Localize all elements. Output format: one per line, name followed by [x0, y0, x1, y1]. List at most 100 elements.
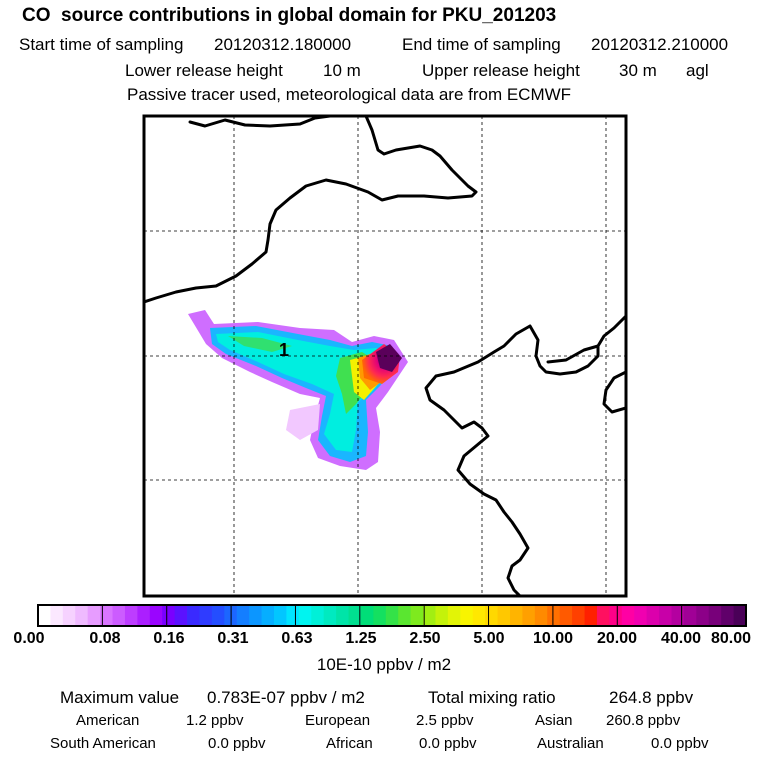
colorbar-swatch [497, 605, 511, 626]
colorbar-swatch [137, 605, 151, 626]
region-value: 0.0 ppbv [651, 735, 709, 752]
colorbar-label: 20.00 [596, 630, 638, 647]
region-name: African [326, 735, 373, 752]
colorbar-swatch [572, 605, 585, 626]
plume-faint [286, 404, 320, 440]
colorbar-swatch [646, 605, 660, 626]
colorbar-swatch [286, 605, 300, 626]
colorbar-swatch [323, 605, 337, 626]
colorbar-swatch [311, 605, 325, 626]
northern-border [188, 116, 332, 128]
colorbar-frame [37, 604, 747, 627]
colorbar-label: 80.00 [710, 630, 752, 647]
colorbar-swatch [522, 605, 536, 626]
colorbar-swatch [696, 605, 710, 626]
liaodong-peninsula [602, 370, 626, 414]
colorbar-swatch [174, 605, 188, 626]
receptor-marker: 1 [279, 340, 289, 360]
colorbar-label: 2.50 [409, 630, 441, 647]
colorbar-unit: 10E-10 ppbv / m2 [316, 655, 452, 674]
colorbar-swatch [683, 605, 697, 626]
colorbar-swatch [124, 605, 138, 626]
region-name: Australian [537, 735, 604, 752]
colorbar-swatch [435, 605, 449, 626]
region-value: 0.0 ppbv [419, 735, 477, 752]
coastlines [144, 116, 626, 596]
map-title: CO source contributions in global domain… [22, 5, 557, 26]
lower-height-label: Lower release height [125, 61, 283, 80]
colorbar-label: 0.31 [217, 630, 249, 647]
colorbar-swatch [360, 605, 374, 626]
end-time-value: 20120312.210000 [591, 35, 729, 54]
colorbar-swatch [609, 605, 623, 626]
colorbar-label: 40.00 [660, 630, 702, 647]
region-value: 0.0 ppbv [208, 735, 266, 752]
colorbar-label: 1.25 [345, 630, 377, 647]
region-name: South American [50, 735, 156, 752]
upper-height-label: Upper release height [422, 61, 580, 80]
colorbar-swatch [671, 605, 685, 626]
start-time-label: Start time of sampling [19, 35, 184, 54]
colorbar-swatch [584, 605, 598, 626]
colorbar-swatch [112, 605, 126, 626]
colorbar-swatch [659, 605, 672, 626]
colorbar-swatch [75, 605, 89, 626]
colorbar-swatch [398, 605, 412, 626]
colorbar-swatch [472, 605, 486, 626]
colorbar-swatch [336, 605, 349, 626]
plume-green [228, 336, 292, 352]
region-value: 1.2 ppbv [186, 712, 244, 729]
colorbar-swatch [721, 605, 734, 626]
colorbar-swatch [298, 605, 312, 626]
colorbar-label: 10.00 [532, 630, 574, 647]
colorbar-swatch [423, 605, 436, 626]
colorbar-swatch [708, 605, 722, 626]
total-mixing-label: Total mixing ratio [428, 688, 556, 707]
colorbar-swatch [348, 605, 362, 626]
colorbar-swatch [100, 605, 113, 626]
colorbar-swatch [621, 605, 635, 626]
tracer-note: Passive tracer used, meteorological data… [127, 85, 572, 104]
colorbar-swatch [274, 605, 287, 626]
shandong-tip [546, 344, 600, 364]
mongolia-border [144, 116, 478, 304]
colorbar-swatch [733, 605, 747, 626]
colorbar-swatch [559, 605, 573, 626]
map-frame [142, 114, 628, 598]
region-name: European [305, 712, 371, 729]
colorbar-swatch [38, 605, 51, 626]
colorbar-label: 0.08 [89, 630, 121, 647]
colorbar [37, 604, 747, 627]
region-name: Asian [535, 712, 573, 729]
colorbar-swatch [460, 605, 474, 626]
region-value: 260.8 ppbv [606, 712, 681, 729]
agl-label: agl [686, 61, 709, 80]
start-time-value: 20120312.180000 [214, 35, 352, 54]
colorbar-swatch [447, 605, 461, 626]
max-value-label: Maximum value [60, 688, 180, 707]
colorbar-swatch [534, 605, 548, 626]
total-mixing-value: 264.8 ppbv [609, 688, 694, 707]
plume-layer [188, 310, 408, 470]
lower-height-value: 10 m [323, 61, 361, 80]
colorbar-swatch [261, 605, 275, 626]
colorbar-label: 5.00 [473, 630, 505, 647]
colorbar-swatch [547, 605, 561, 626]
colorbar-swatch [249, 605, 262, 626]
colorbar-swatch [50, 605, 64, 626]
colorbar-swatch [211, 605, 225, 626]
upper-height-value: 30 m [619, 61, 657, 80]
grid-lines [144, 116, 626, 596]
max-value: 0.783E-07 ppbv / m2 [207, 688, 365, 707]
colorbar-label: 0.63 [281, 630, 313, 647]
colorbar-swatch [634, 605, 648, 626]
colorbar-label: 0.00 [13, 630, 45, 647]
colorbar-swatch [385, 605, 399, 626]
colorbar-swatch [510, 605, 523, 626]
colorbar-label: 0.16 [153, 630, 185, 647]
colorbar-swatch [87, 605, 101, 626]
colorbar-swatch [596, 605, 610, 626]
region-value: 2.5 ppbv [416, 712, 474, 729]
colorbar-swatch [373, 605, 387, 626]
